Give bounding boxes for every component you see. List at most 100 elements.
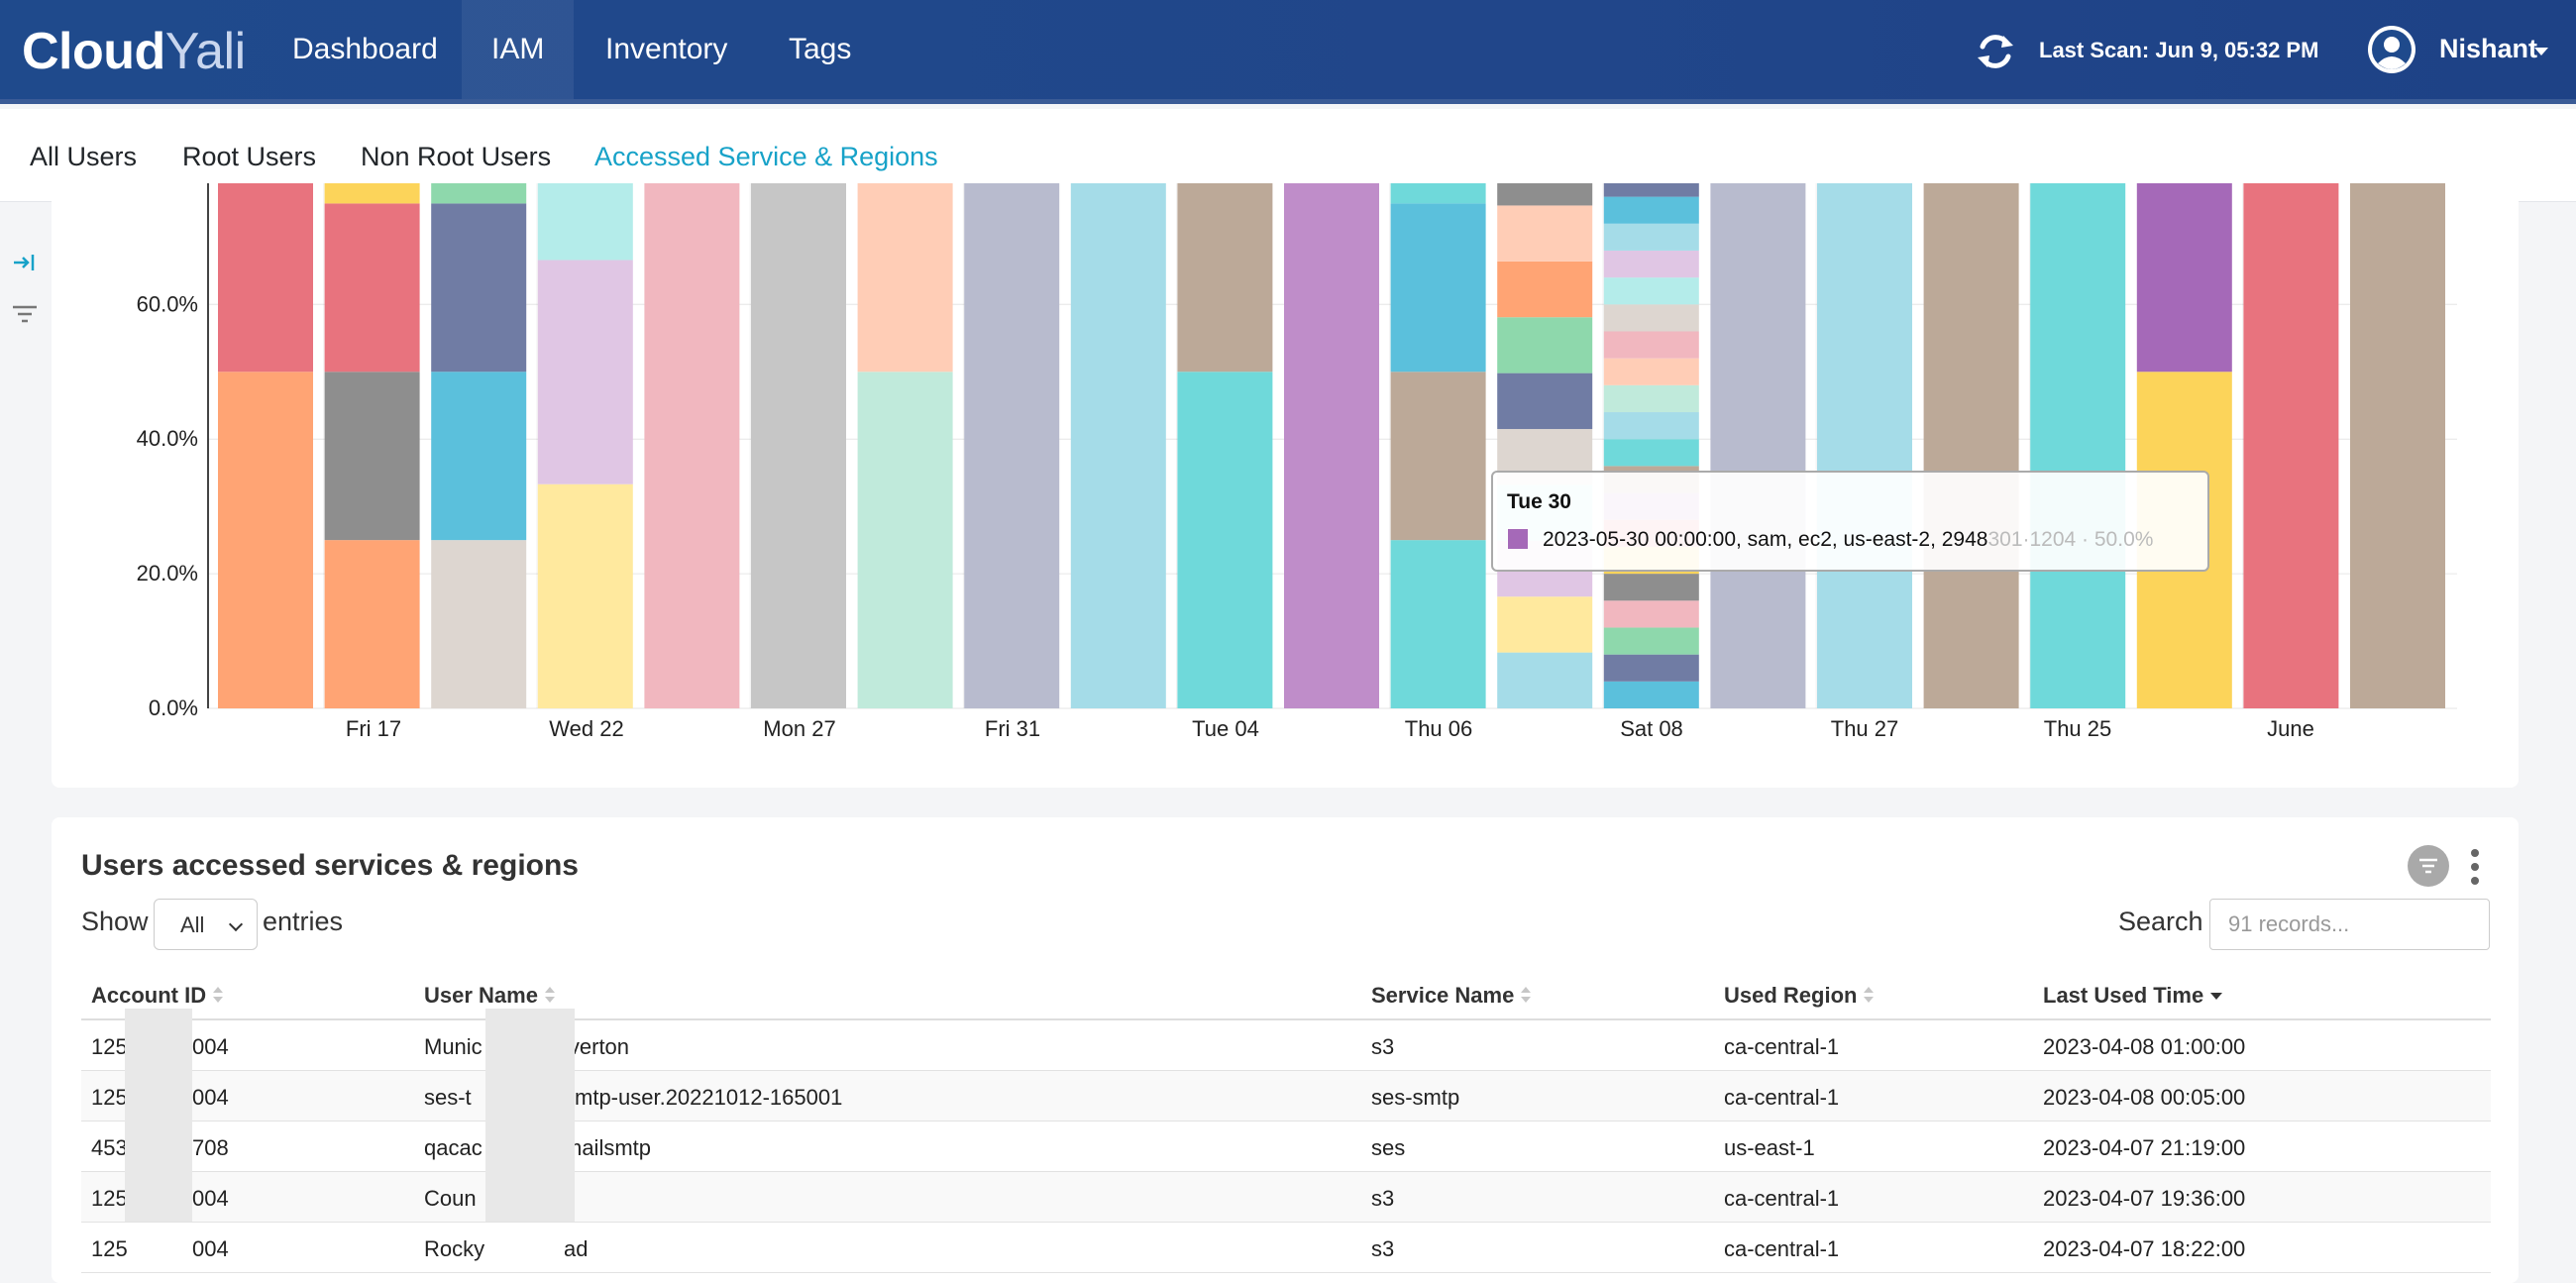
bar-segment	[1284, 183, 1379, 708]
bar-segment	[1603, 183, 1699, 197]
bar-segment	[1603, 681, 1699, 708]
bar-segment	[751, 183, 846, 708]
cell-last-used-time: 2023-04-08 01:00:00	[2043, 1034, 2246, 1059]
bar-segment	[1497, 652, 1593, 708]
filter-button[interactable]	[2408, 845, 2449, 887]
bar-segment	[1070, 183, 1166, 708]
sort-desc-icon	[2209, 987, 2223, 1005]
tab-non-root-users[interactable]: Non Root Users	[361, 142, 552, 171]
cell-user-name-end: iverton	[564, 1034, 630, 1059]
bar-segment	[218, 372, 313, 708]
brand-logo[interactable]: CloudYali	[22, 22, 246, 81]
bar-segment	[1177, 183, 1273, 373]
cell-account-id-start: 125	[91, 1186, 128, 1211]
cell-service-name: s3	[1371, 1186, 1395, 1211]
chart-card: 0.0% 20.0% 40.0% 60.0% Fri 17 Wed 22 Mon 27 Fri…	[52, 183, 2519, 788]
filter-icon	[2419, 858, 2437, 874]
bar-segment	[1497, 317, 1593, 374]
cell-account-id-end: 004	[192, 1236, 229, 1261]
cell-service-name: ses	[1371, 1135, 1406, 1160]
cell-last-used-time: 2023-04-08 00:05:00	[2043, 1085, 2246, 1110]
bar-segment	[2243, 183, 2339, 708]
nav-dashboard[interactable]: Dashboard	[292, 33, 438, 65]
table-row[interactable]: 453 708 qacac mailsmtp ses us-east-1 2023-04-0…	[81, 1122, 2491, 1172]
cell-used-region: ca-central-1	[1724, 1186, 1840, 1211]
tab-accessed-service-regions[interactable]: Accessed Service & Regions	[594, 142, 938, 171]
x-tick-label: Thu 27	[1831, 716, 1899, 741]
bar-segment	[537, 483, 633, 708]
table-row[interactable]: 125 004 Munic iverton s3 ca-central-1 2023-04-…	[81, 1020, 2491, 1071]
cell-account-id-end: 004	[192, 1186, 229, 1211]
cell-used-region: ca-central-1	[1724, 1236, 1840, 1261]
cell-user-name-start: Munic	[424, 1034, 483, 1059]
y-tick-label: 60.0%	[137, 291, 198, 316]
nav-inventory[interactable]: Inventory	[605, 33, 728, 65]
cell-account-id-end: 004	[192, 1034, 229, 1059]
bar-segment	[964, 183, 1060, 708]
bar-segment	[857, 183, 953, 373]
expand-sidebar-icon[interactable]	[10, 248, 40, 277]
cell-used-region: ca-central-1	[1724, 1085, 1840, 1110]
col-service-name[interactable]: Service Name	[1371, 983, 1532, 1009]
bar-segment	[1390, 203, 1486, 373]
bar-segment	[1603, 384, 1699, 413]
cell-last-used-time: 2023-04-07 21:19:00	[2043, 1135, 2246, 1160]
bar-segment	[1923, 183, 2019, 708]
cell-account-id-end: 004	[192, 1085, 229, 1110]
more-options-icon[interactable]	[2469, 847, 2481, 887]
col-used-region[interactable]: Used Region	[1724, 983, 1875, 1009]
nav-iam[interactable]: IAM	[462, 0, 575, 99]
bar-segment	[324, 203, 420, 373]
table-row[interactable]: 125 004 ses-t smtp-user.20221012-165001 ses-…	[81, 1071, 2491, 1122]
chevron-down-icon[interactable]	[2534, 48, 2548, 55]
entries-select[interactable]: All	[154, 899, 258, 950]
cell-user-name-end: smtp-user.20221012-165001	[564, 1085, 843, 1110]
bar-segment	[2350, 183, 2445, 708]
bar-segment	[1390, 372, 1486, 541]
col-user-name[interactable]: User Name	[424, 983, 556, 1009]
bar-segment	[431, 540, 527, 708]
search-input[interactable]	[2209, 899, 2490, 950]
tab-root-users[interactable]: Root Users	[182, 142, 317, 171]
cell-account-id-end: 708	[192, 1135, 229, 1160]
table-row[interactable]: 125 004 Rocky ad s3 ca-central-1 2023-04-07 18…	[81, 1223, 2491, 1273]
y-tick-label: 0.0%	[149, 695, 198, 720]
bar-segment	[1603, 277, 1699, 305]
cell-used-region: ca-central-1	[1724, 1034, 1840, 1059]
bar-segment	[2030, 183, 2126, 708]
cell-last-used-time: 2023-04-07 19:36:00	[2043, 1186, 2246, 1211]
sort-icon	[1863, 987, 1875, 1005]
nav-tags[interactable]: Tags	[789, 33, 852, 65]
bar-segment	[644, 183, 740, 708]
bar-segment	[324, 372, 420, 541]
bar-segment	[1603, 250, 1699, 278]
filter-icon[interactable]	[10, 299, 40, 329]
user-avatar-icon[interactable]	[2366, 24, 2417, 75]
bar-segment	[1603, 358, 1699, 385]
x-tick-label: Fri 17	[346, 716, 401, 741]
tooltip-swatch	[1507, 528, 1529, 550]
col-account-id[interactable]: Account ID	[91, 983, 224, 1009]
user-menu[interactable]: Nishant	[2439, 34, 2538, 63]
bar-segment	[1603, 574, 1699, 601]
bar-segment	[2136, 183, 2232, 373]
cell-account-id-start: 453	[91, 1135, 128, 1160]
x-tick-label: Tue 04	[1192, 716, 1259, 741]
y-tick-label: 20.0%	[137, 561, 198, 586]
bar-segment	[1497, 373, 1593, 430]
cell-user-name-start: ses-t	[424, 1085, 472, 1110]
bar-segment	[1817, 183, 1912, 708]
redaction-block	[125, 1009, 192, 1222]
bar-segment	[1497, 205, 1593, 262]
bar-segment	[1497, 596, 1593, 653]
tab-all-users[interactable]: All Users	[30, 142, 138, 171]
table-card: Users accessed services & regions Show A…	[52, 817, 2519, 1283]
refresh-icon[interactable]	[1974, 30, 2017, 73]
y-tick-label: 40.0%	[137, 426, 198, 451]
cell-last-used-time: 2023-04-07 18:22:00	[2043, 1236, 2246, 1261]
bar-segment	[1603, 627, 1699, 655]
col-last-used-time[interactable]: Last Used Time	[2043, 983, 2223, 1009]
chart-tooltip: Tue 30 2023-05-30 00:00:00, sam, ec2, us…	[1491, 471, 2209, 572]
bar-segment	[1390, 540, 1486, 708]
